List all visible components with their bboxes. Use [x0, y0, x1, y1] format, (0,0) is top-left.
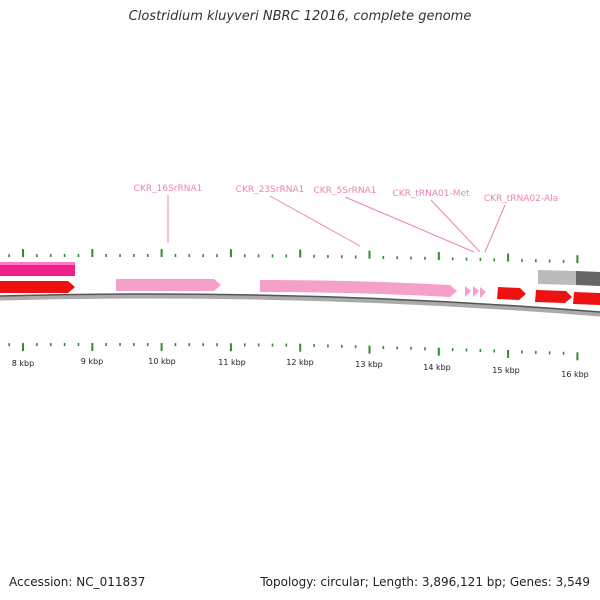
- cds-arrow-2[interactable]: [497, 287, 526, 300]
- cds-arrow-1[interactable]: [0, 281, 75, 293]
- feature-leader-line: [344, 196, 475, 253]
- feature-label[interactable]: CKR_5SrRNA1: [314, 186, 377, 196]
- rrna-arrow-23s[interactable]: [260, 280, 457, 297]
- kbp-label: 9 kbp: [81, 357, 103, 366]
- kbp-label: 14 kbp: [423, 363, 451, 372]
- feature-leader-line: [269, 195, 361, 247]
- accession-label: Accession: NC_011837: [9, 575, 146, 589]
- gray-feature-light[interactable]: [538, 270, 576, 285]
- map-title: Clostridium kluyveri NBRC 12016, complet…: [128, 9, 472, 24]
- kbp-label: 10 kbp: [148, 357, 176, 366]
- feature-label[interactable]: CKR_16SrRNA1: [134, 184, 203, 194]
- genome-summary: Topology: circular; Length: 3,896,121 bp…: [260, 575, 590, 589]
- label-lines: [167, 195, 506, 253]
- magenta-feature[interactable]: [0, 262, 75, 276]
- gray-feature-dark[interactable]: [576, 271, 600, 286]
- kbp-label: 12 kbp: [286, 358, 314, 367]
- rrna-arrow-16s[interactable]: [116, 279, 221, 291]
- kbp-label: 16 kbp: [561, 370, 589, 379]
- feature-labels: CKR_16SrRNA1 CKR_23SrRNA1 CKR_5SrRNA1 CKR_t…: [134, 184, 558, 204]
- kbp-label: 13 kbp: [355, 360, 383, 369]
- trna-arrow-met[interactable]: [473, 286, 479, 297]
- feature-label[interactable]: CKR_tRNA02-Ala: [484, 194, 558, 204]
- feature-leader-line: [430, 199, 481, 253]
- cds-arrow-4[interactable]: [573, 292, 600, 305]
- trna-arrow-ala[interactable]: [480, 287, 486, 298]
- tick-layer: 8 kbp 9 kbp 10 kbp 11 kbp 12 kbp 13 kbp 14 kbp…: [8, 249, 589, 379]
- cds-arrow-3[interactable]: [535, 290, 572, 303]
- kbp-label: 8 kbp: [12, 359, 34, 368]
- feature-leader-line: [484, 204, 506, 253]
- rrna-arrow-5s[interactable]: [465, 286, 471, 297]
- genome-backbone: [0, 293, 600, 317]
- feature-label[interactable]: CKR_tRNA01-Met: [392, 189, 470, 199]
- kbp-label: 15 kbp: [492, 366, 520, 375]
- feature-label[interactable]: CKR_23SrRNA1: [236, 185, 305, 195]
- kbp-label: 11 kbp: [218, 358, 246, 367]
